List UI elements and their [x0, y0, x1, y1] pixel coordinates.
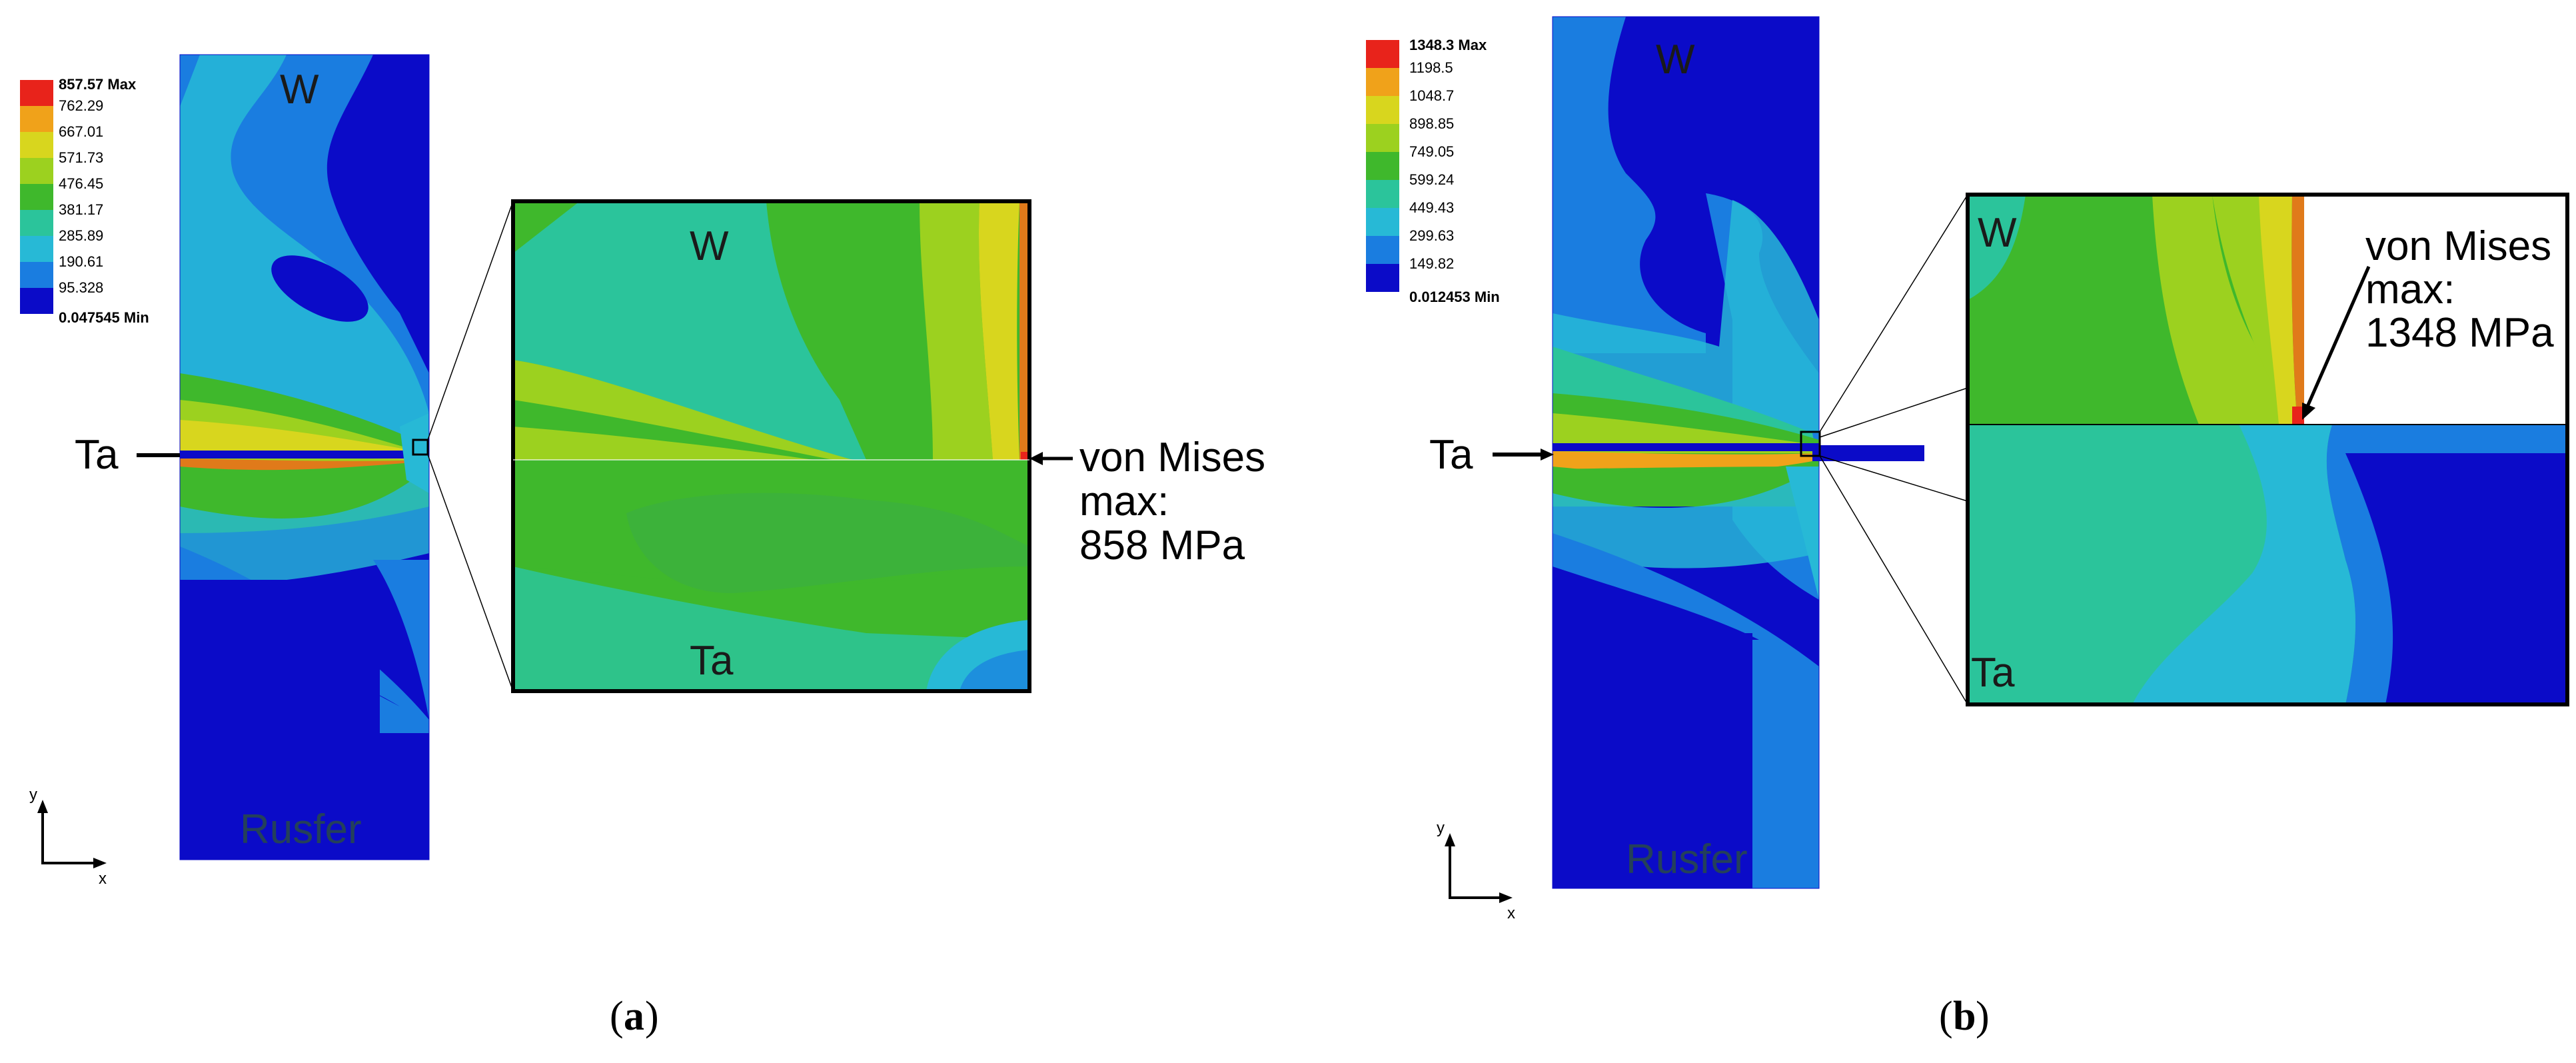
legend-b-swatches [1366, 40, 1399, 292]
legend-swatch [1366, 180, 1399, 208]
label-b-zoom-top: W [1978, 210, 2017, 256]
legend-a: 857.57 Max 762.29 667.01 571.73 476.45 381.1… [20, 76, 149, 326]
legend-swatch [20, 80, 53, 106]
panel-b: 1348.3 Max 1198.5 1048.7 898.85 749.05 599.2… [1366, 16, 2569, 1039]
legend-level-label: 762.29 [59, 97, 103, 114]
legend-swatch [20, 288, 53, 314]
axis-b-y-label: y [1437, 819, 1445, 837]
legend-level-label: 299.63 [1409, 227, 1454, 244]
caption-b: ( b ) [1939, 994, 1990, 1039]
legend-level-label: 476.45 [59, 175, 103, 192]
legend-level-label: 149.82 [1409, 255, 1454, 272]
annotation-a-line-3: 858 MPa [1079, 523, 1245, 568]
legend-swatch [1366, 124, 1399, 152]
label-a-top-material: W [280, 67, 319, 113]
legend-level-label: 749.05 [1409, 143, 1454, 160]
legend-level-label: 1048.7 [1409, 87, 1454, 104]
annotation-a-line-2: max: [1079, 479, 1169, 525]
axis-triad-b: y x [1437, 819, 1515, 922]
legend-swatch [1366, 96, 1399, 124]
zoom-plot-b [1968, 195, 2567, 704]
caption-b-letter: b [1953, 994, 1976, 1039]
caption-a-open: ( [610, 994, 624, 1039]
legend-swatch [1366, 152, 1399, 180]
label-a-zoom-bottom: Ta [690, 638, 734, 684]
legend-swatch [20, 262, 53, 288]
legend-level-label: 381.17 [59, 201, 103, 218]
label-b-top-material: W [1656, 37, 1695, 83]
legend-a-levels: 762.29 667.01 571.73 476.45 381.17 285.89 190.… [59, 97, 103, 296]
label-b-zoom-bottom: Ta [1971, 650, 2015, 696]
axis-b-x-label: x [1507, 904, 1515, 922]
annotation-b-line-1: von Mises [2365, 223, 2551, 269]
annotation-b-line-2: max: [2365, 267, 2455, 313]
legend-level-label: 285.89 [59, 227, 103, 244]
legend-level-label: 571.73 [59, 149, 103, 166]
label-b-interlayer: Ta [1429, 432, 1473, 478]
annotation-a-line-1: von Mises [1079, 435, 1265, 481]
legend-a-min-label: 0.047545 Min [59, 309, 149, 326]
label-a-interlayer: Ta [75, 432, 119, 478]
zoom-plot-a [513, 201, 1029, 691]
annotation-b-line-3: 1348 MPa [2365, 310, 2554, 356]
legend-swatch [20, 184, 53, 210]
legend-swatch [20, 210, 53, 236]
label-a-zoom-top: W [690, 223, 729, 269]
legend-b: 1348.3 Max 1198.5 1048.7 898.85 749.05 599.2… [1366, 37, 1500, 305]
legend-level-label: 1198.5 [1409, 59, 1453, 76]
legend-level-label: 95.328 [59, 279, 103, 296]
legend-swatch [1366, 40, 1399, 68]
legend-swatch [1366, 208, 1399, 236]
caption-b-close: ) [1976, 994, 1990, 1039]
caption-a-letter: a [624, 994, 644, 1039]
caption-a-close: ) [645, 994, 659, 1039]
legend-level-label: 190.61 [59, 253, 103, 270]
legend-level-label: 449.43 [1409, 199, 1454, 216]
contour-plot-a [180, 55, 429, 860]
axis-triad-a: y x [29, 786, 107, 888]
legend-swatch [20, 106, 53, 132]
legend-level-label: 599.24 [1409, 171, 1454, 188]
axis-a-x-label: x [99, 870, 107, 888]
legend-swatch [20, 158, 53, 184]
caption-b-open: ( [1939, 994, 1953, 1039]
zoom-marker-b [1800, 431, 1821, 457]
legend-swatch [20, 132, 53, 158]
legend-level-label: 898.85 [1409, 115, 1454, 132]
contour-plot-b [1553, 17, 1819, 888]
zoom-marker-a [412, 439, 429, 456]
legend-a-swatches [20, 80, 53, 314]
interlayer-b-extension [1812, 445, 1924, 461]
legend-level-label: 667.01 [59, 123, 103, 140]
legend-b-levels: 1198.5 1048.7 898.85 749.05 599.24 449.43 299.… [1409, 59, 1454, 272]
caption-a: ( a ) [610, 994, 659, 1039]
legend-swatch [20, 236, 53, 262]
axis-a-y-label: y [29, 786, 37, 804]
panel-a: 857.57 Max 762.29 667.01 571.73 476.45 381.1… [20, 54, 1265, 1039]
legend-a-max-label: 857.57 Max [59, 76, 137, 93]
pointer-b-max [2305, 265, 2371, 409]
legend-b-min-label: 0.012453 Min [1409, 289, 1500, 305]
label-b-bottom-material: Rusfer [1626, 836, 1748, 882]
legend-swatch [1366, 236, 1399, 264]
label-a-bottom-material: Rusfer [240, 806, 362, 852]
legend-swatch [1366, 264, 1399, 292]
legend-b-max-label: 1348.3 Max [1409, 37, 1487, 53]
legend-swatch [1366, 68, 1399, 96]
